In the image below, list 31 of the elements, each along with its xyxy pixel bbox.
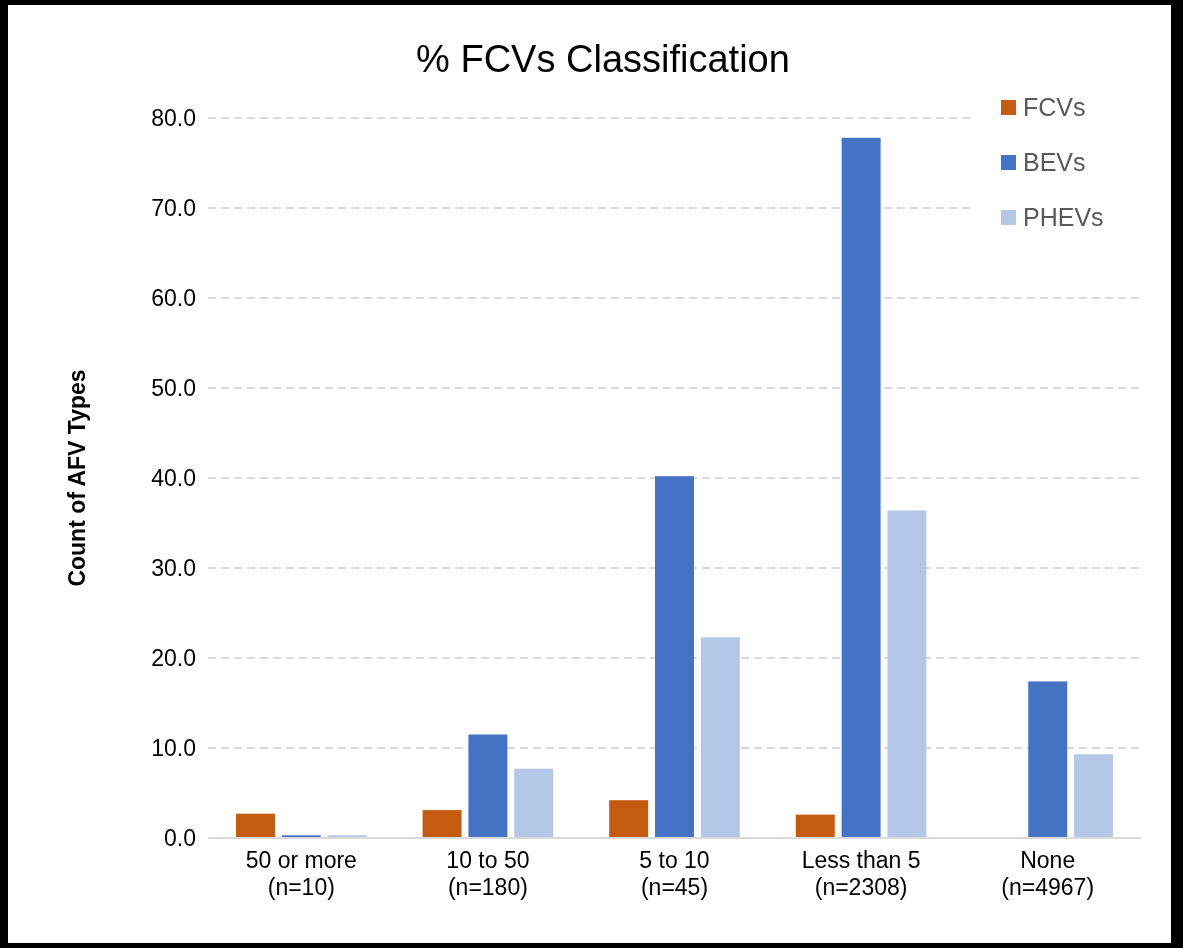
x-tick-label: Less than 5 (n=2308) — [801, 847, 921, 900]
legend-label: PHEVs — [1023, 203, 1104, 231]
y-tick-label: 40.0 — [151, 464, 196, 491]
y-tick-label: 80.0 — [151, 104, 196, 131]
bar — [514, 768, 554, 838]
bar — [468, 734, 508, 838]
bar — [1028, 681, 1068, 838]
x-tick-label: 50 or more (n=10) — [245, 847, 357, 900]
y-tick-label: 70.0 — [151, 194, 196, 221]
bar — [609, 800, 649, 838]
bar — [422, 810, 462, 838]
y-tick-label: 60.0 — [151, 284, 196, 311]
bar — [655, 476, 694, 838]
x-tick-label: 10 to 50 (n=180) — [446, 847, 530, 900]
x-tick-label: None (n=4967) — [1001, 847, 1095, 900]
y-tick-label: 50.0 — [151, 374, 196, 401]
legend-label: FCVs — [1023, 93, 1086, 121]
bar — [841, 137, 881, 838]
y-tick-label: 0.0 — [164, 824, 196, 851]
bar — [795, 814, 835, 838]
x-tick-label: 5 to 10 (n=45) — [639, 847, 710, 900]
bar — [887, 510, 927, 838]
y-tick-label: 20.0 — [151, 644, 196, 671]
chart-title: % FCVs Classification — [416, 38, 790, 80]
bar — [1074, 754, 1114, 838]
bar — [700, 637, 740, 838]
bar — [235, 813, 275, 838]
y-axis-title: Count of AFV Types — [64, 369, 90, 587]
y-tick-label: 10.0 — [151, 734, 196, 761]
legend-label: BEVs — [1023, 148, 1086, 176]
y-tick-label: 30.0 — [151, 554, 196, 581]
